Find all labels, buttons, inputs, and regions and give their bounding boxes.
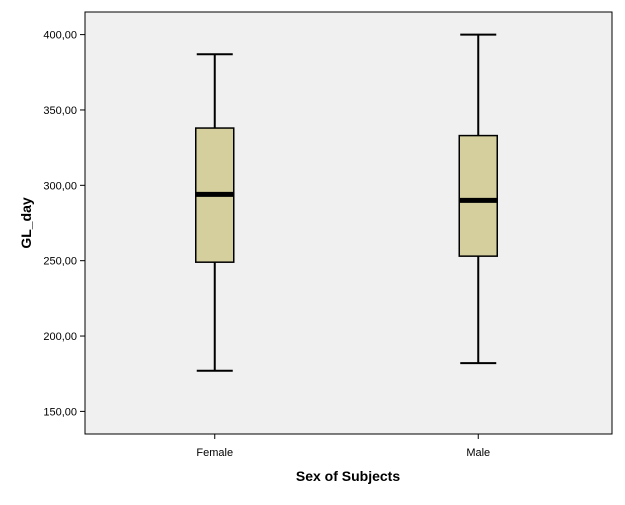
box-female (195, 53, 235, 372)
y-tick-label: 300,00 (43, 180, 77, 192)
y-tick-label: 150,00 (43, 406, 77, 418)
x-tick-label: Female (196, 447, 233, 459)
x-tick-label: Male (466, 447, 490, 459)
y-tick-label: 400,00 (43, 30, 77, 42)
plot-area (84, 11, 613, 435)
y-axis: 150,00 200,00 250,00 300,00 350,00 400,00 (43, 30, 85, 418)
y-tick-label: 250,00 (43, 256, 77, 268)
y-axis-title: GL_day (18, 197, 34, 249)
y-tick-label: 200,00 (43, 331, 77, 343)
boxes-group (195, 33, 498, 372)
x-axis-title: Sex of Subjects (296, 468, 400, 484)
x-axis: Female Male (196, 434, 490, 459)
box-male (458, 33, 498, 365)
iqr-box (458, 134, 498, 257)
y-tick-label: 350,00 (43, 105, 77, 117)
